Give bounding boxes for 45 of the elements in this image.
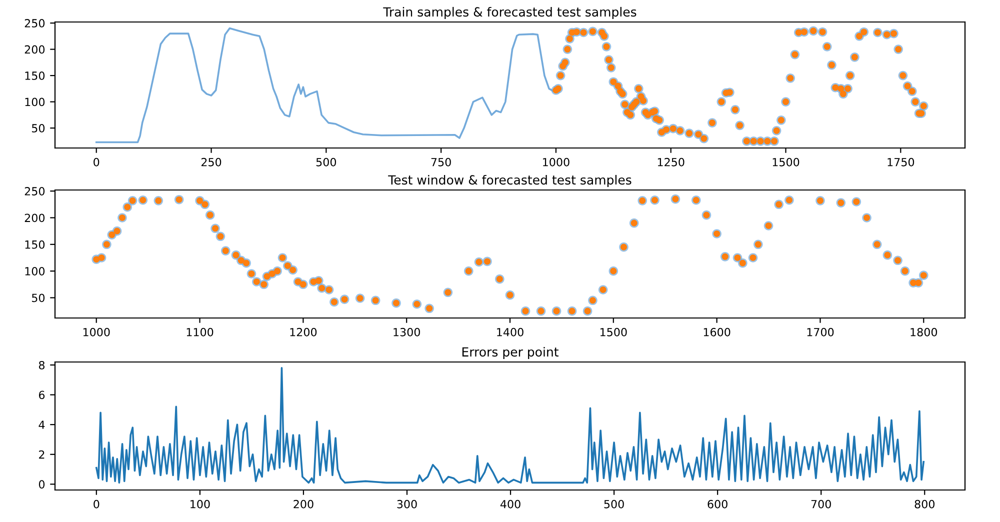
x-tick-label: 1500 (772, 158, 800, 166)
x-tick-label: 1700 (807, 328, 834, 336)
x-tick-label: 1600 (704, 328, 730, 336)
chart-title: Errors per point (462, 346, 558, 360)
x-tick-label: 400 (500, 500, 520, 508)
x-tick-label: 750 (431, 158, 451, 166)
x-tick-label: 300 (397, 500, 417, 508)
chart-title: Test window & forecasted test samples (388, 174, 632, 188)
x-tick-label: 500 (604, 500, 624, 508)
x-tick-label: 250 (201, 158, 222, 166)
y-tick-label: 200 (24, 45, 45, 54)
y-tick-label: 50 (32, 294, 45, 302)
x-tick-label: 200 (294, 500, 314, 508)
y-tick-label: 6 (38, 390, 45, 400)
x-tick-label: 1000 (543, 158, 570, 166)
chart-title: Train samples & forecasted test samples (383, 6, 636, 20)
x-tick-label: 1100 (186, 328, 214, 336)
y-tick-label: 4 (38, 420, 45, 429)
x-tick-label: 1500 (600, 328, 627, 336)
y-tick-label: 50 (32, 124, 45, 132)
x-tick-label: 800 (914, 500, 934, 508)
y-tick-label: 250 (24, 187, 45, 196)
x-tick-label: 100 (190, 500, 210, 508)
x-tick-label: 1200 (290, 328, 317, 336)
x-tick-label: 600 (708, 500, 728, 508)
y-tick-label: 200 (24, 214, 45, 222)
y-tick-label: 8 (38, 360, 45, 370)
x-tick-label: 700 (811, 500, 831, 508)
y-tick-label: 100 (25, 267, 45, 276)
x-tick-label: 1400 (497, 328, 524, 336)
x-tick-label: 1800 (910, 328, 938, 336)
y-tick-label: 100 (25, 98, 45, 106)
x-tick-label: 0 (94, 158, 100, 166)
y-tick-label: 150 (25, 72, 45, 80)
x-tick-label: 1000 (83, 328, 110, 336)
x-tick-label: 1750 (888, 158, 914, 166)
x-tick-label: 0 (94, 500, 100, 508)
line-series (96, 367, 924, 484)
y-tick-label: 0 (38, 480, 45, 489)
y-tick-label: 2 (39, 450, 44, 459)
x-tick-label: 500 (316, 158, 336, 166)
y-tick-label: 150 (25, 240, 45, 249)
x-tick-label: 1300 (394, 328, 420, 336)
y-tick-label: 250 (24, 19, 45, 28)
x-tick-label: 1250 (658, 158, 684, 166)
